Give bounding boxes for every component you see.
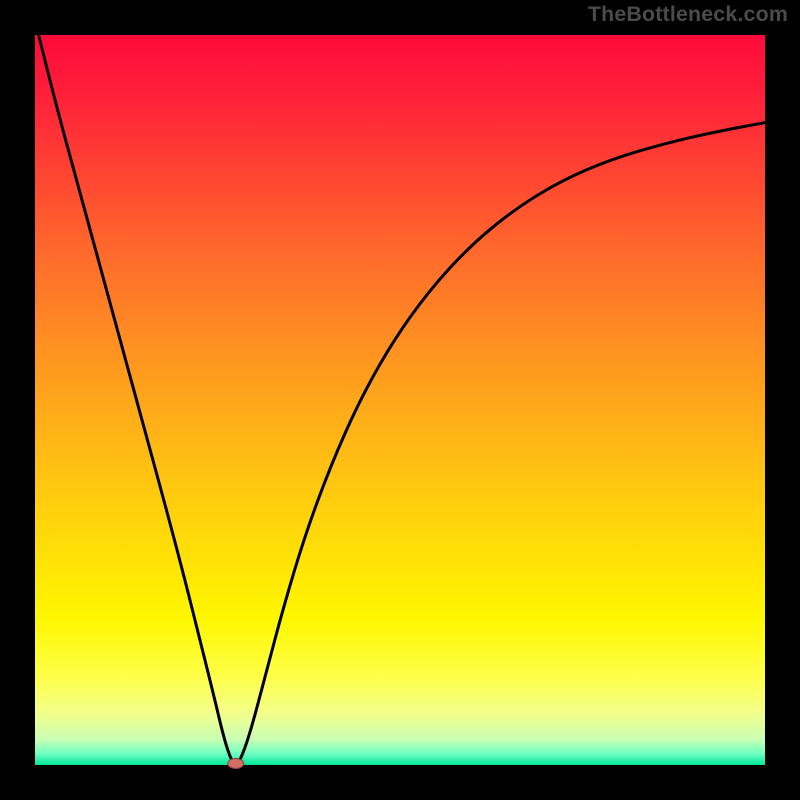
plot-area [35,35,765,765]
watermark-text: TheBottleneck.com [588,2,788,27]
curve-svg [35,35,765,765]
optimal-point-marker [228,759,244,769]
chart-container: TheBottleneck.com [0,0,800,800]
gradient-background [35,35,765,765]
